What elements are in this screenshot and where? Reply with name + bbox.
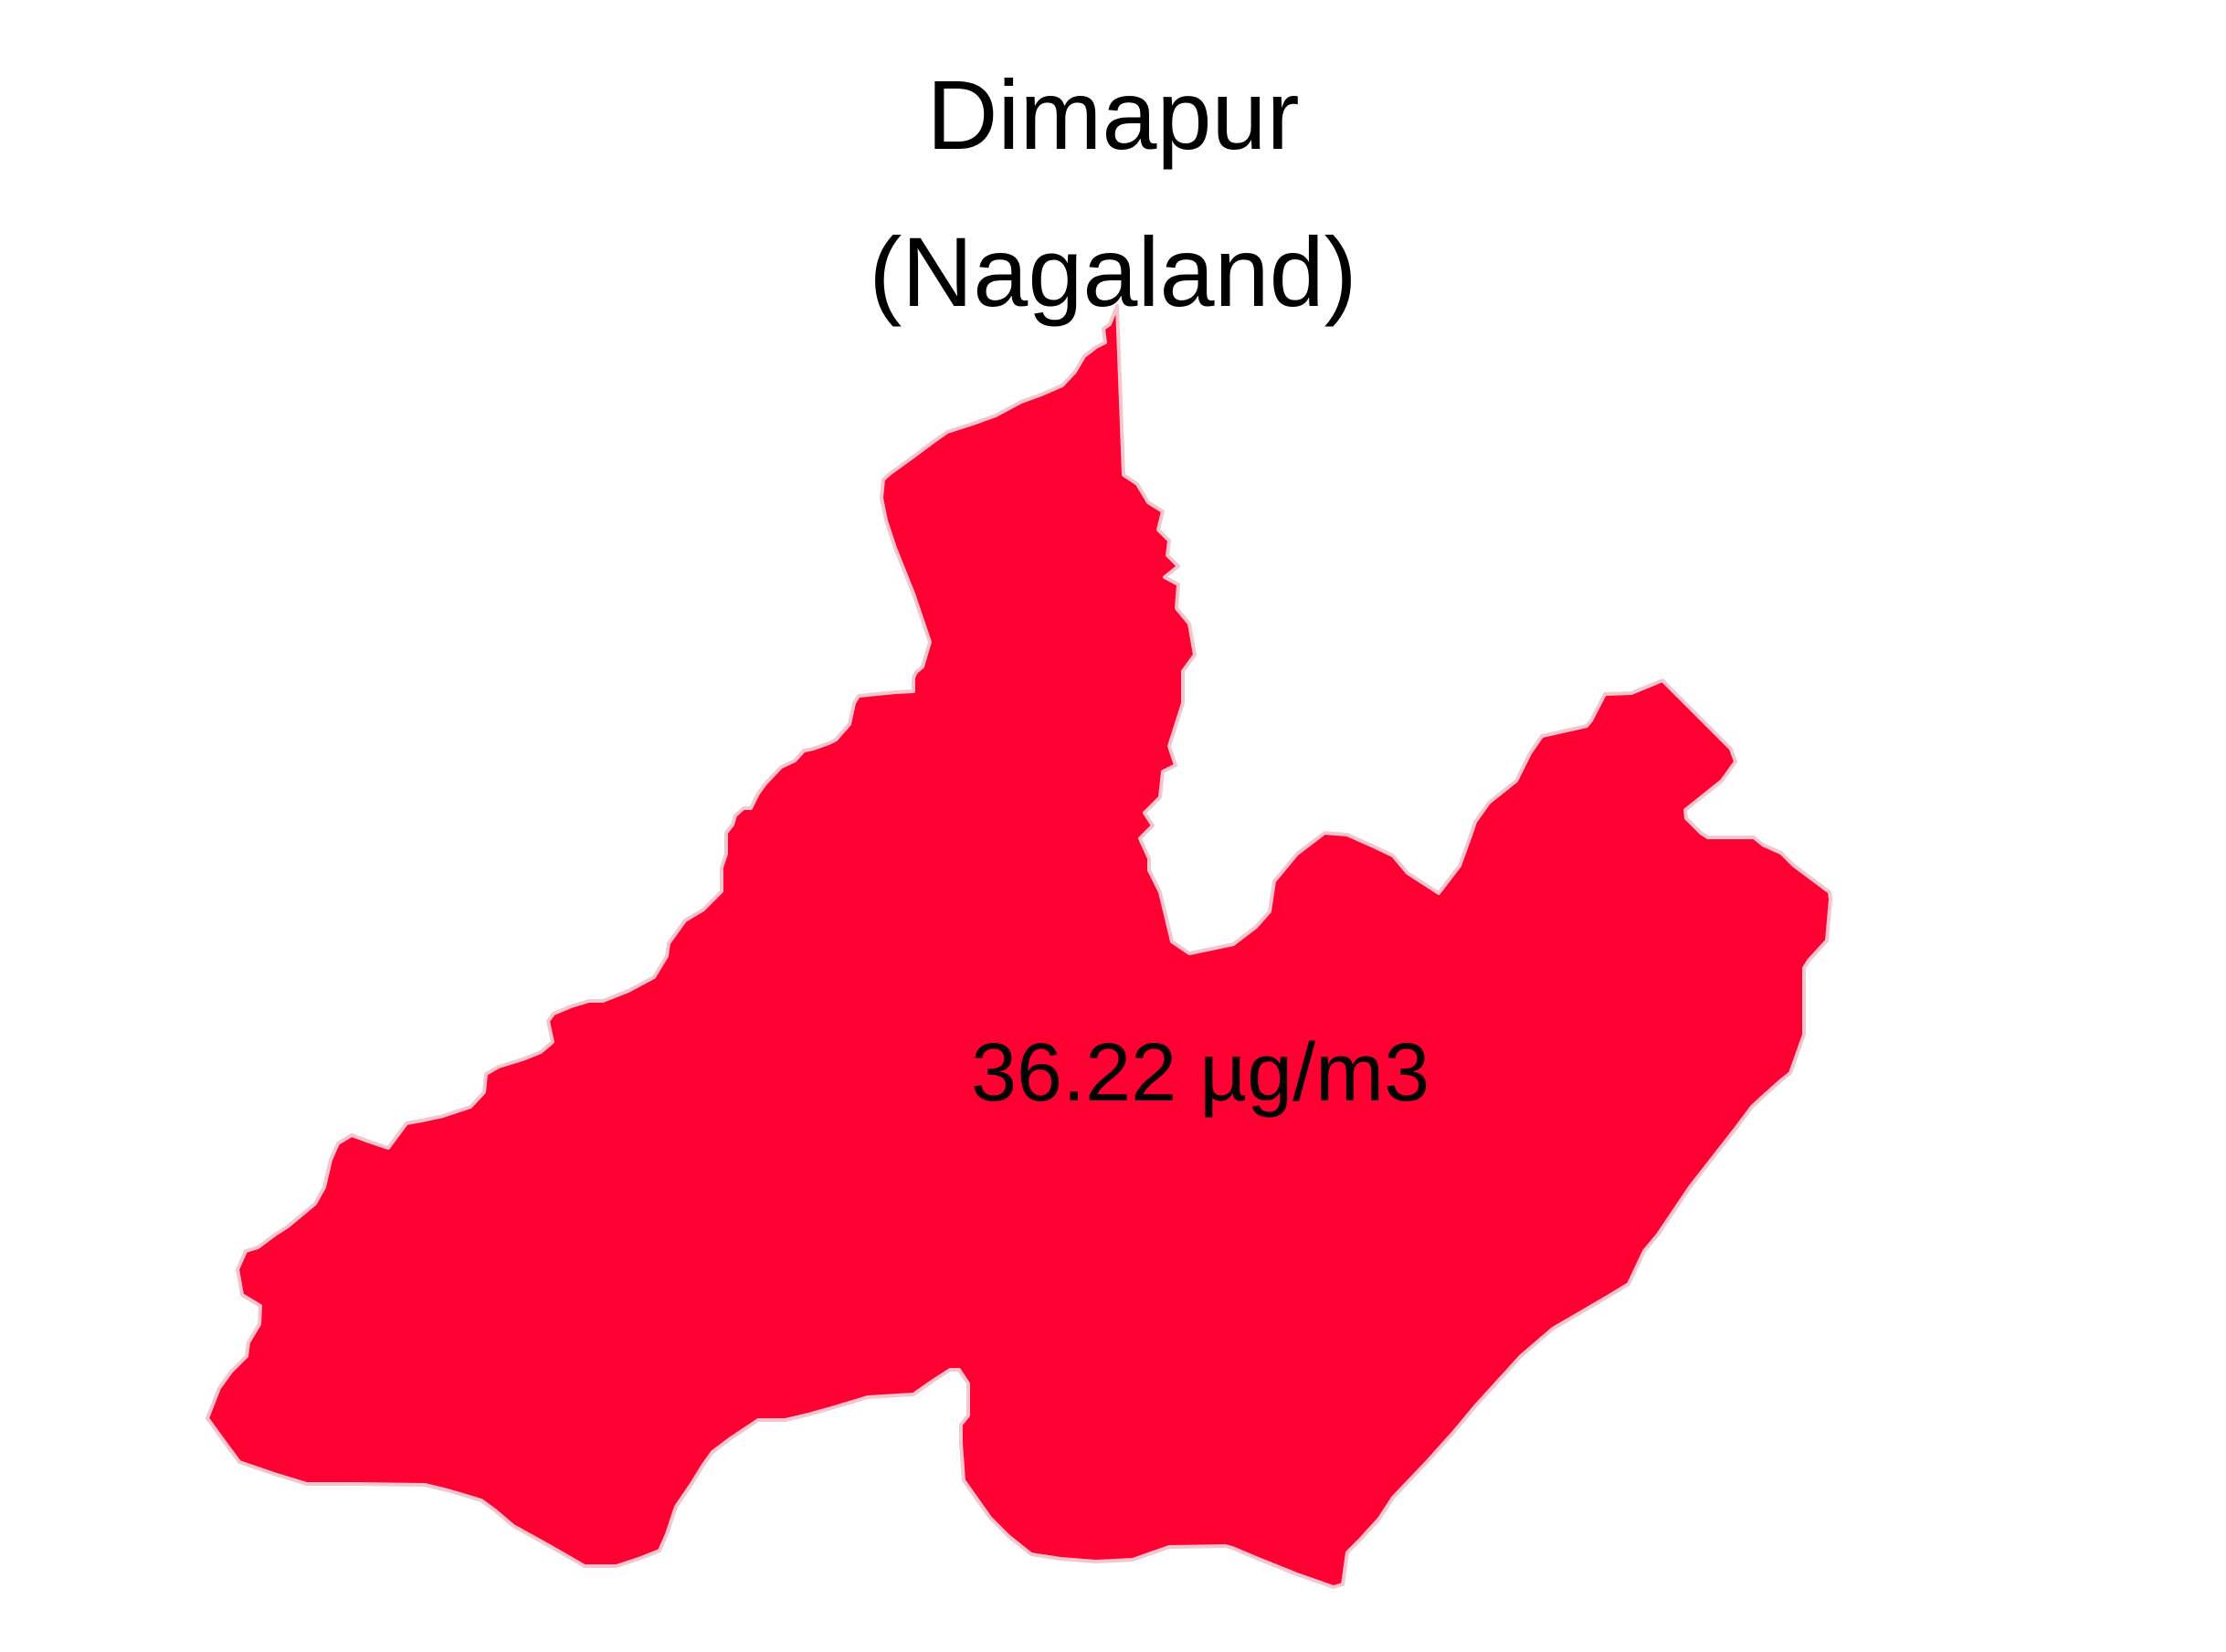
district-region [206, 304, 1832, 1589]
map-title-state: (Nagaland) [869, 216, 1357, 327]
map-title-district: Dimapur [926, 59, 1300, 170]
district-value-label: 36.22 µg/m3 [971, 1027, 1430, 1119]
